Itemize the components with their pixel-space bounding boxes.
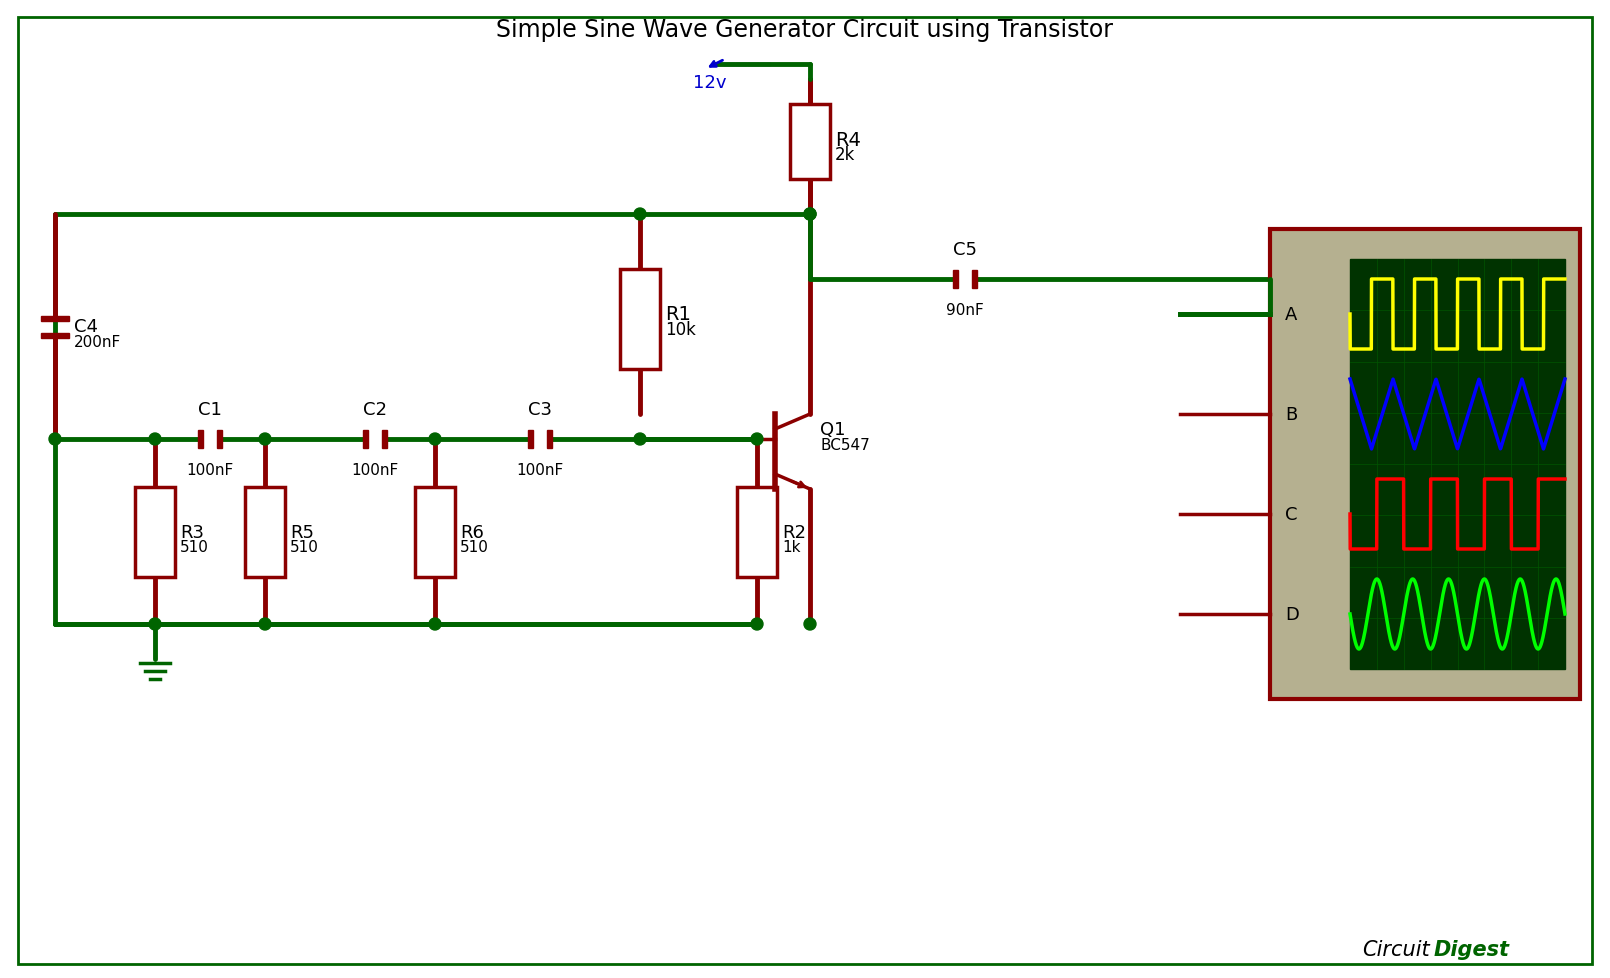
- Text: Digest: Digest: [1435, 939, 1510, 959]
- Text: 100nF: 100nF: [517, 463, 564, 477]
- Text: C1: C1: [198, 401, 222, 419]
- Text: 100nF: 100nF: [187, 463, 233, 477]
- Text: 12v: 12v: [694, 74, 726, 92]
- Bar: [1351, 260, 1565, 669]
- Text: R4: R4: [836, 130, 861, 150]
- Bar: [972, 271, 977, 289]
- Text: 90nF: 90nF: [947, 302, 984, 318]
- Bar: [737, 487, 778, 577]
- Circle shape: [750, 433, 763, 446]
- Circle shape: [150, 618, 161, 631]
- Circle shape: [428, 618, 441, 631]
- Text: D: D: [1285, 605, 1299, 623]
- Circle shape: [428, 433, 441, 446]
- Text: 2k: 2k: [836, 146, 855, 164]
- Bar: [415, 487, 456, 577]
- Circle shape: [803, 618, 816, 631]
- Text: BC547: BC547: [819, 437, 869, 452]
- Text: Q1: Q1: [819, 421, 845, 438]
- Circle shape: [750, 618, 763, 631]
- Bar: [40, 316, 69, 321]
- Text: R3: R3: [180, 523, 204, 541]
- Circle shape: [803, 208, 816, 221]
- Text: Circuit: Circuit: [1362, 939, 1430, 959]
- Text: 200nF: 200nF: [74, 334, 121, 350]
- Bar: [953, 271, 958, 289]
- Circle shape: [634, 433, 646, 446]
- Text: A: A: [1285, 306, 1298, 324]
- Text: 1k: 1k: [782, 540, 800, 555]
- Text: 10k: 10k: [665, 321, 696, 338]
- Circle shape: [259, 433, 270, 446]
- Bar: [217, 430, 222, 449]
- Bar: [547, 430, 552, 449]
- Bar: [135, 487, 175, 577]
- Text: Simple Sine Wave Generator Circuit using Transistor: Simple Sine Wave Generator Circuit using…: [496, 18, 1114, 42]
- Circle shape: [634, 208, 646, 221]
- Text: R1: R1: [665, 305, 691, 324]
- Text: C2: C2: [362, 401, 386, 419]
- Bar: [620, 270, 660, 370]
- Text: C4: C4: [74, 318, 98, 336]
- Text: C3: C3: [528, 401, 552, 419]
- Bar: [528, 430, 533, 449]
- Text: C5: C5: [953, 241, 977, 259]
- Text: R2: R2: [782, 523, 807, 541]
- Bar: [1270, 230, 1579, 699]
- Text: R6: R6: [460, 523, 485, 541]
- Bar: [40, 333, 69, 338]
- Circle shape: [48, 433, 61, 446]
- Text: 510: 510: [290, 540, 319, 555]
- Text: 100nF: 100nF: [351, 463, 399, 477]
- Bar: [198, 430, 203, 449]
- Bar: [245, 487, 285, 577]
- Bar: [362, 430, 369, 449]
- Circle shape: [259, 618, 270, 631]
- Text: C: C: [1285, 506, 1298, 523]
- Text: 510: 510: [460, 540, 489, 555]
- Text: B: B: [1285, 406, 1298, 423]
- Bar: [791, 105, 831, 180]
- Text: R5: R5: [290, 523, 314, 541]
- Text: 510: 510: [180, 540, 209, 555]
- Circle shape: [150, 433, 161, 446]
- Circle shape: [803, 208, 816, 221]
- Bar: [382, 430, 386, 449]
